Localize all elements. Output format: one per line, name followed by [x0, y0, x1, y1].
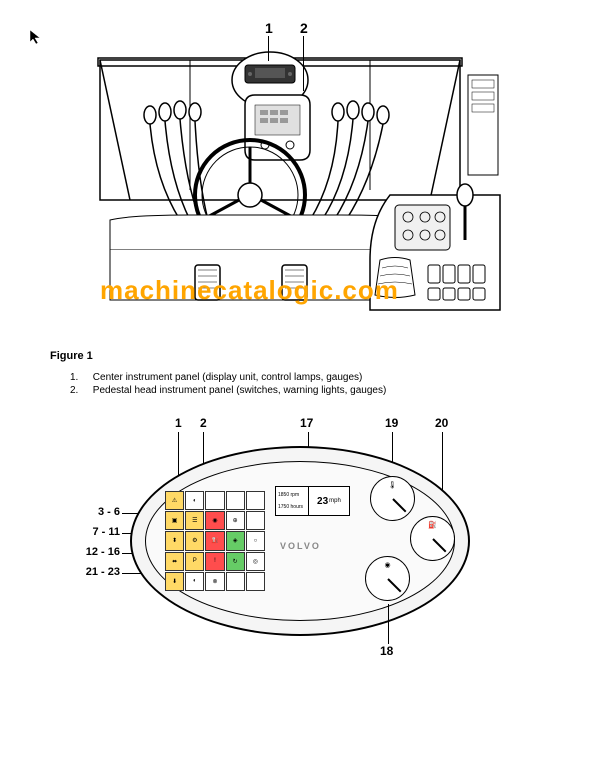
info-display: 1850 rpm 1750 hours 23 mph: [275, 486, 350, 516]
panel-label-2: 2: [200, 416, 207, 430]
panel-label-1: 1: [175, 416, 182, 430]
panel-label-20: 20: [435, 416, 448, 430]
callout-1: 1: [265, 20, 273, 36]
panel-label-19: 19: [385, 416, 398, 430]
lamp-icon: ⊗: [205, 572, 224, 591]
panel-side-label: 12 - 16: [60, 546, 120, 558]
instrument-panel-diagram: 1 2 17 19 20 3 - 6 7 - 11 12 - 16 21 - 2…: [50, 416, 550, 656]
pressure-icon: ◉: [384, 561, 390, 569]
gauge-temp: 🌡: [370, 476, 415, 521]
lamp-icon: ⊕: [226, 511, 245, 530]
lamp-icon: [226, 572, 245, 591]
callout-2: 2: [300, 20, 308, 36]
panel-side-label: 21 - 23: [60, 566, 120, 578]
panel-side-label: 3 - 6: [70, 506, 120, 518]
speed-unit: mph: [329, 498, 341, 504]
legend-num: 1.: [70, 372, 90, 383]
lamp-icon: ⚙: [185, 531, 204, 550]
lamp-icon: ↻: [226, 552, 245, 571]
legend-text: Pedestal head instrument panel (switches…: [93, 385, 387, 396]
callout-line-1: [268, 36, 269, 61]
lamp-icon: ☰: [185, 511, 204, 530]
hours-value: 1750 hours: [278, 504, 306, 510]
page-content: 1 2: [0, 0, 600, 676]
legend-num: 2.: [70, 385, 90, 396]
display-left: 1850 rpm 1750 hours: [276, 487, 309, 515]
panel-side-label: 7 - 11: [70, 526, 120, 538]
panel-label-18: 18: [380, 644, 393, 658]
speed-value: 23: [317, 496, 328, 507]
mouse-cursor: [28, 28, 46, 51]
gauge-fuel: ⛽: [410, 516, 455, 561]
volvo-logo: VOLVO: [280, 541, 321, 551]
display-right: 23 mph: [309, 487, 349, 515]
panel-label-17: 17: [300, 416, 313, 430]
lamp-icon: ⬍: [165, 531, 184, 550]
callout-line-2: [303, 36, 304, 91]
lamp-icon: ⬌: [165, 552, 184, 571]
lamp-icon: ◐: [185, 572, 204, 591]
lamp-icon: [246, 572, 265, 591]
figure-1-caption: Figure 1: [50, 350, 550, 362]
lamp-icon: ⛽: [205, 531, 224, 550]
lamp-icon: ⚠: [165, 491, 184, 510]
warning-lamp-grid: ⚠ ◐ ▣ ☰ ◉ ⊕ ⬍ ⚙ ⛽ ◈ ○ ⬌ P ! ↻ ◎ ⬇ ◐ ⊗: [165, 491, 265, 591]
fuel-icon: ⛽: [428, 521, 437, 529]
lamp-icon: [246, 511, 265, 530]
legend-item: 1. Center instrument panel (display unit…: [70, 372, 550, 383]
lamp-icon: [226, 491, 245, 510]
lamp-icon: ◎: [246, 552, 265, 571]
watermark: machinecatalogic.com: [100, 275, 399, 306]
legend-item: 2. Pedestal head instrument panel (switc…: [70, 385, 550, 396]
figure-1-legend: 1. Center instrument panel (display unit…: [70, 372, 550, 396]
legend-text: Center instrument panel (display unit, c…: [93, 372, 363, 383]
rpm-value: 1850 rpm: [278, 492, 306, 498]
lamp-icon: [205, 491, 224, 510]
lamp-icon: ◐: [185, 491, 204, 510]
lamp-icon: ○: [246, 531, 265, 550]
temp-icon: 🌡: [388, 481, 397, 489]
lamp-icon: ◈: [226, 531, 245, 550]
lamp-icon: ▣: [165, 511, 184, 530]
lamp-icon: ◉: [205, 511, 224, 530]
lamp-icon: [246, 491, 265, 510]
lamp-icon: ⬇: [165, 572, 184, 591]
callout-line: [388, 604, 389, 644]
gauge-pressure: ◉: [365, 556, 410, 601]
lamp-icon: P: [185, 552, 204, 571]
cabin-diagram: 1 2: [50, 20, 550, 330]
lamp-icon: !: [205, 552, 224, 571]
